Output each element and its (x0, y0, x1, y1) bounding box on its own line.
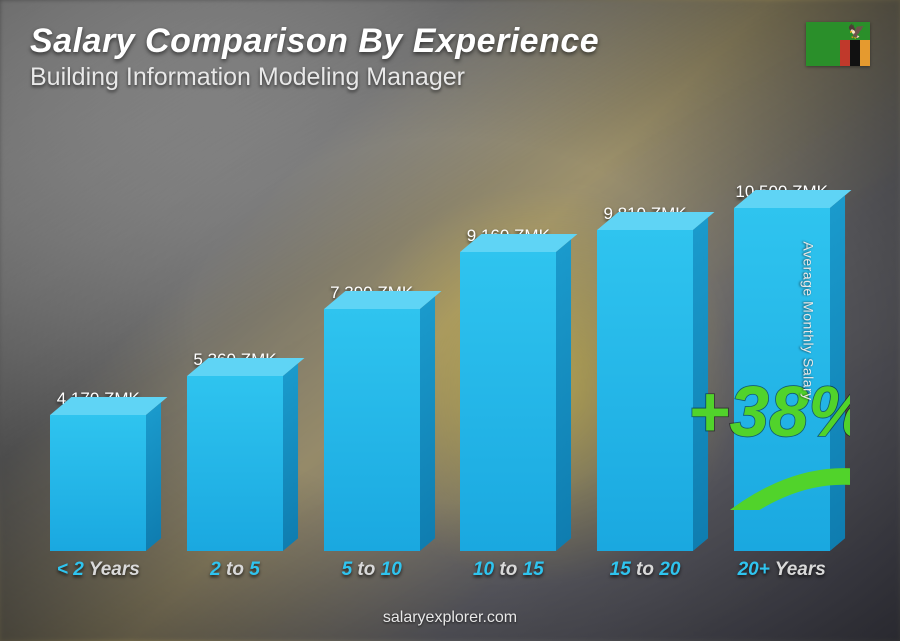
bar-front-face (324, 309, 420, 551)
infographic-container: Salary Comparison By Experience Building… (0, 0, 900, 641)
bar-side-face (146, 402, 161, 551)
bar-front-face (460, 252, 556, 551)
footer-credit: salaryexplorer.com (0, 609, 900, 627)
page-subtitle: Building Information Modeling Manager (30, 63, 870, 92)
bar-side-face (420, 296, 435, 551)
flag-stripe-red (840, 40, 850, 66)
bar-slot: 9,160 ZMK (440, 100, 577, 551)
bar-slot: 4,170 ZMK (30, 100, 167, 551)
flag-zambia: 🦅 (806, 22, 870, 66)
category-label: 10 to 15 (440, 559, 577, 581)
category-labels-row: < 2 Years2 to 55 to 1010 to 1515 to 2020… (30, 559, 850, 581)
category-label: 20+ Years (713, 559, 850, 581)
category-label: 5 to 10 (303, 559, 440, 581)
header: Salary Comparison By Experience Building… (30, 22, 870, 92)
bars-row: 4,170 ZMK 5,360 ZMK 7,390 ZMK 9,160 ZMK … (30, 100, 850, 551)
chart-area: 4,170 ZMK 5,360 ZMK 7,390 ZMK 9,160 ZMK … (30, 100, 850, 581)
bar-side-face (693, 217, 708, 551)
category-label: 2 to 5 (167, 559, 304, 581)
flag-stripe-orange (860, 40, 870, 66)
bar-front-face (597, 230, 693, 551)
bar-side-face (830, 195, 845, 551)
page-title: Salary Comparison By Experience (30, 22, 870, 61)
bar-slot: 9,810 ZMK (577, 100, 714, 551)
bar-side-face (283, 363, 298, 551)
flag-eagle-icon: 🦅 (848, 24, 865, 38)
bar (187, 376, 283, 551)
bar (50, 415, 146, 551)
bar-slot: 10,500 ZMK (713, 100, 850, 551)
y-axis-label: Average Monthly Salary (800, 241, 816, 400)
bar-slot: 7,390 ZMK (303, 100, 440, 551)
bar (597, 230, 693, 551)
bar-front-face (50, 415, 146, 551)
bar-side-face (556, 239, 571, 551)
bar-slot: 5,360 ZMK (167, 100, 304, 551)
flag-stripe-black (850, 40, 860, 66)
flag-stripes (840, 40, 870, 66)
bar (324, 309, 420, 551)
category-label: 15 to 20 (577, 559, 714, 581)
bar (460, 252, 556, 551)
bar-front-face (187, 376, 283, 551)
category-label: < 2 Years (30, 559, 167, 581)
